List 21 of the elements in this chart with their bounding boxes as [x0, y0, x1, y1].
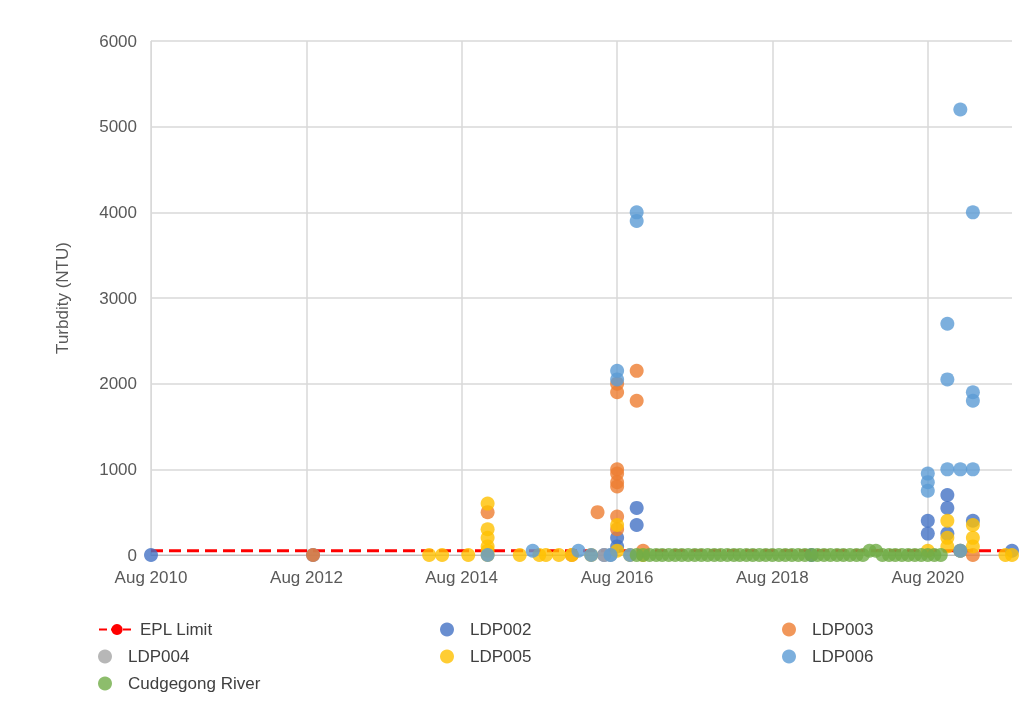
legend-label: LDP006	[812, 647, 874, 666]
x-tick-label: Aug 2020	[891, 568, 965, 587]
x-tick-label: Aug 2010	[114, 568, 188, 587]
legend-label: LDP005	[470, 647, 532, 666]
y-tick-label: 4000	[99, 202, 137, 222]
y-tick-label: 0	[127, 545, 137, 565]
legend-label: LDP002	[470, 620, 532, 639]
y-tick-label: 6000	[99, 31, 137, 51]
x-tick-label: Aug 2016	[580, 568, 654, 587]
x-tick-label: Aug 2012	[270, 568, 343, 587]
x-tick-label: Aug 2014	[425, 568, 499, 587]
y-tick-label: 2000	[99, 374, 137, 394]
y-tick-label: 5000	[99, 117, 137, 137]
y-tick-label: 3000	[99, 288, 137, 308]
legend-label: LDP004	[128, 647, 190, 666]
y-axis-title: Turbdity (NTU)	[53, 242, 72, 354]
x-tick-label: Aug 2018	[735, 568, 809, 587]
legend-label: EPL Limit	[140, 620, 213, 639]
legend-label: Cudgegong River	[128, 674, 261, 693]
legend-label: LDP003	[812, 620, 874, 639]
y-tick-label: 1000	[99, 459, 137, 479]
